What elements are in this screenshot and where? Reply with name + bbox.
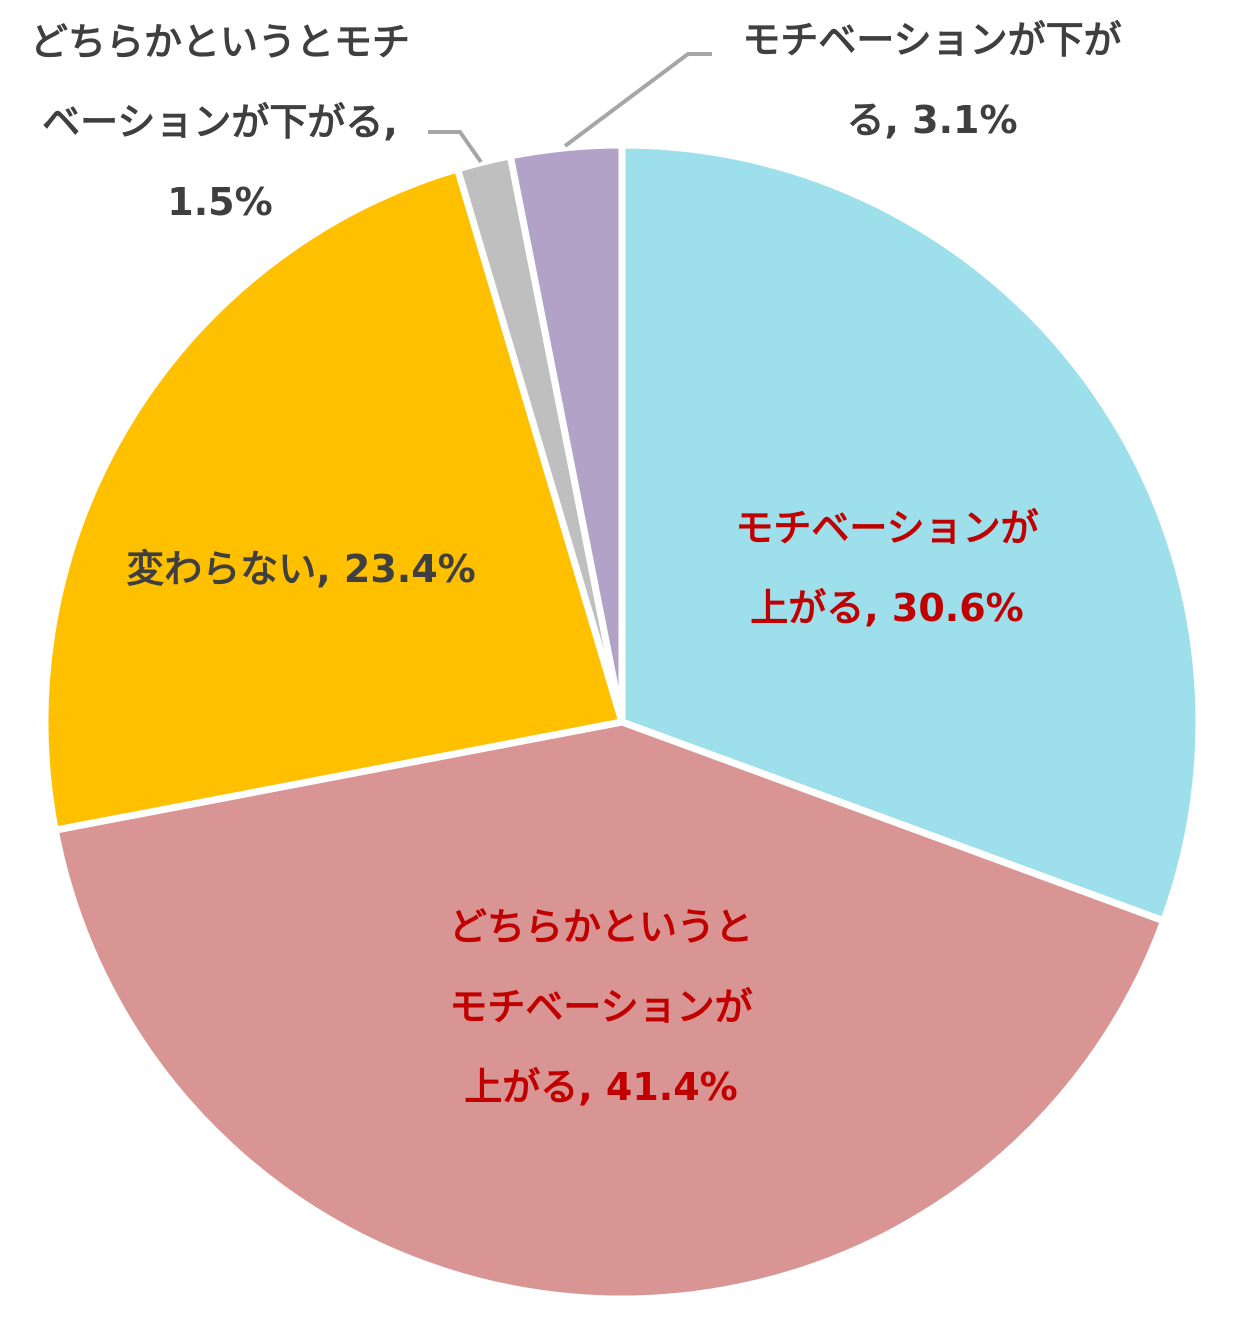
slice-label-line: モチベーションが	[449, 985, 753, 1029]
slice-label-line: 上がる, 41.4%	[464, 1065, 738, 1109]
leader-line-somewhat-motivation-down	[428, 130, 483, 164]
slice-label-motivation-down: モチベーションが下が る, 3.1%	[742, 0, 1121, 160]
slice-label-line: モチベーションが下が	[742, 18, 1122, 62]
slice-label-line: どちらかというとモチ	[29, 20, 411, 64]
pie-slice-no-change	[41, 164, 627, 835]
slice-label-line: ベーションが下がる,	[42, 100, 398, 144]
slice-label-no-change: 変わらない, 23.4%	[126, 529, 476, 609]
slice-label-motivation-up: モチベーションが 上がる, 30.6%	[735, 488, 1038, 648]
slice-label-somewhat-motivation-down: どちらかというとモチ ベーションが下がる, 1.5%	[30, 2, 410, 242]
slice-label-somewhat-motivation-up: どちらかというと モチベーションが 上がる, 41.4%	[449, 887, 753, 1127]
slice-label-line: 上がる, 30.6%	[750, 586, 1024, 630]
pie-slice-somewhat-motivation-up	[51, 718, 1169, 1303]
slice-label-line: モチベーションが	[735, 506, 1039, 550]
slice-label-line: る, 3.1%	[846, 98, 1018, 142]
slice-label-line: 変わらない, 23.4%	[126, 547, 476, 591]
pie-slice-motivation-up	[618, 141, 1203, 926]
pie-slice-motivation-down	[506, 141, 626, 723]
slice-label-line: 1.5%	[167, 180, 273, 224]
slice-label-line: どちらかというと	[448, 905, 754, 949]
leader-line-motivation-down	[563, 52, 712, 148]
